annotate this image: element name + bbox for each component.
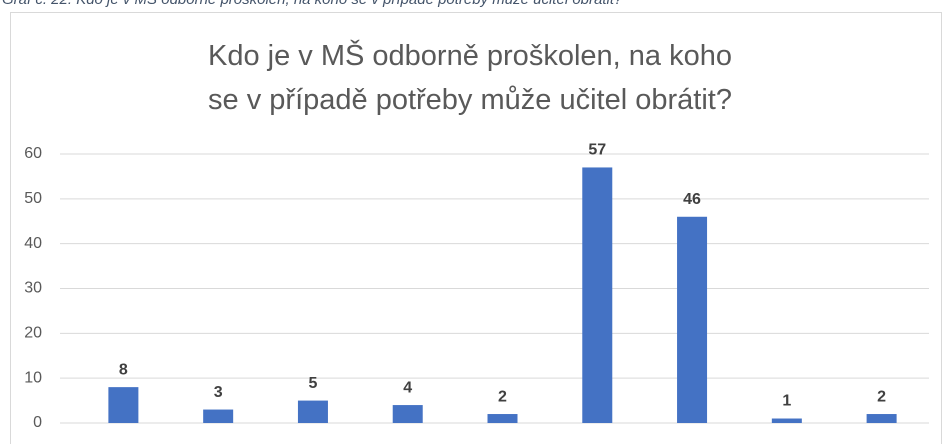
bar xyxy=(677,216,708,423)
bar xyxy=(203,409,234,423)
data-label: 1 xyxy=(782,393,791,410)
caption: Graf č. 22: Kdo je v MŠ odborně proškole… xyxy=(2,0,622,8)
chart-frame xyxy=(10,12,942,444)
y-tick-label: 30 xyxy=(24,280,42,297)
data-label: 4 xyxy=(403,379,412,396)
data-label: 2 xyxy=(498,388,507,405)
y-tick-label: 0 xyxy=(33,414,42,431)
y-tick-label: 10 xyxy=(24,369,42,386)
y-tick-label: 50 xyxy=(24,190,42,207)
bar xyxy=(866,414,897,423)
bar xyxy=(297,400,328,423)
data-label: 57 xyxy=(588,142,606,159)
data-label: 2 xyxy=(877,388,886,405)
bar xyxy=(392,405,423,423)
data-label: 3 xyxy=(214,384,223,401)
bar xyxy=(582,167,613,423)
y-tick-label: 40 xyxy=(24,235,42,252)
y-tick-label: 60 xyxy=(24,145,42,162)
chart-title: Kdo je v MŠ odborně proškolen, na koho s… xyxy=(208,40,732,116)
data-label: 8 xyxy=(119,361,128,378)
data-label: 46 xyxy=(683,191,701,208)
bar xyxy=(108,387,139,423)
bar xyxy=(487,414,518,423)
y-tick-label: 20 xyxy=(24,325,42,342)
bar xyxy=(771,418,802,423)
data-label: 5 xyxy=(308,375,317,392)
